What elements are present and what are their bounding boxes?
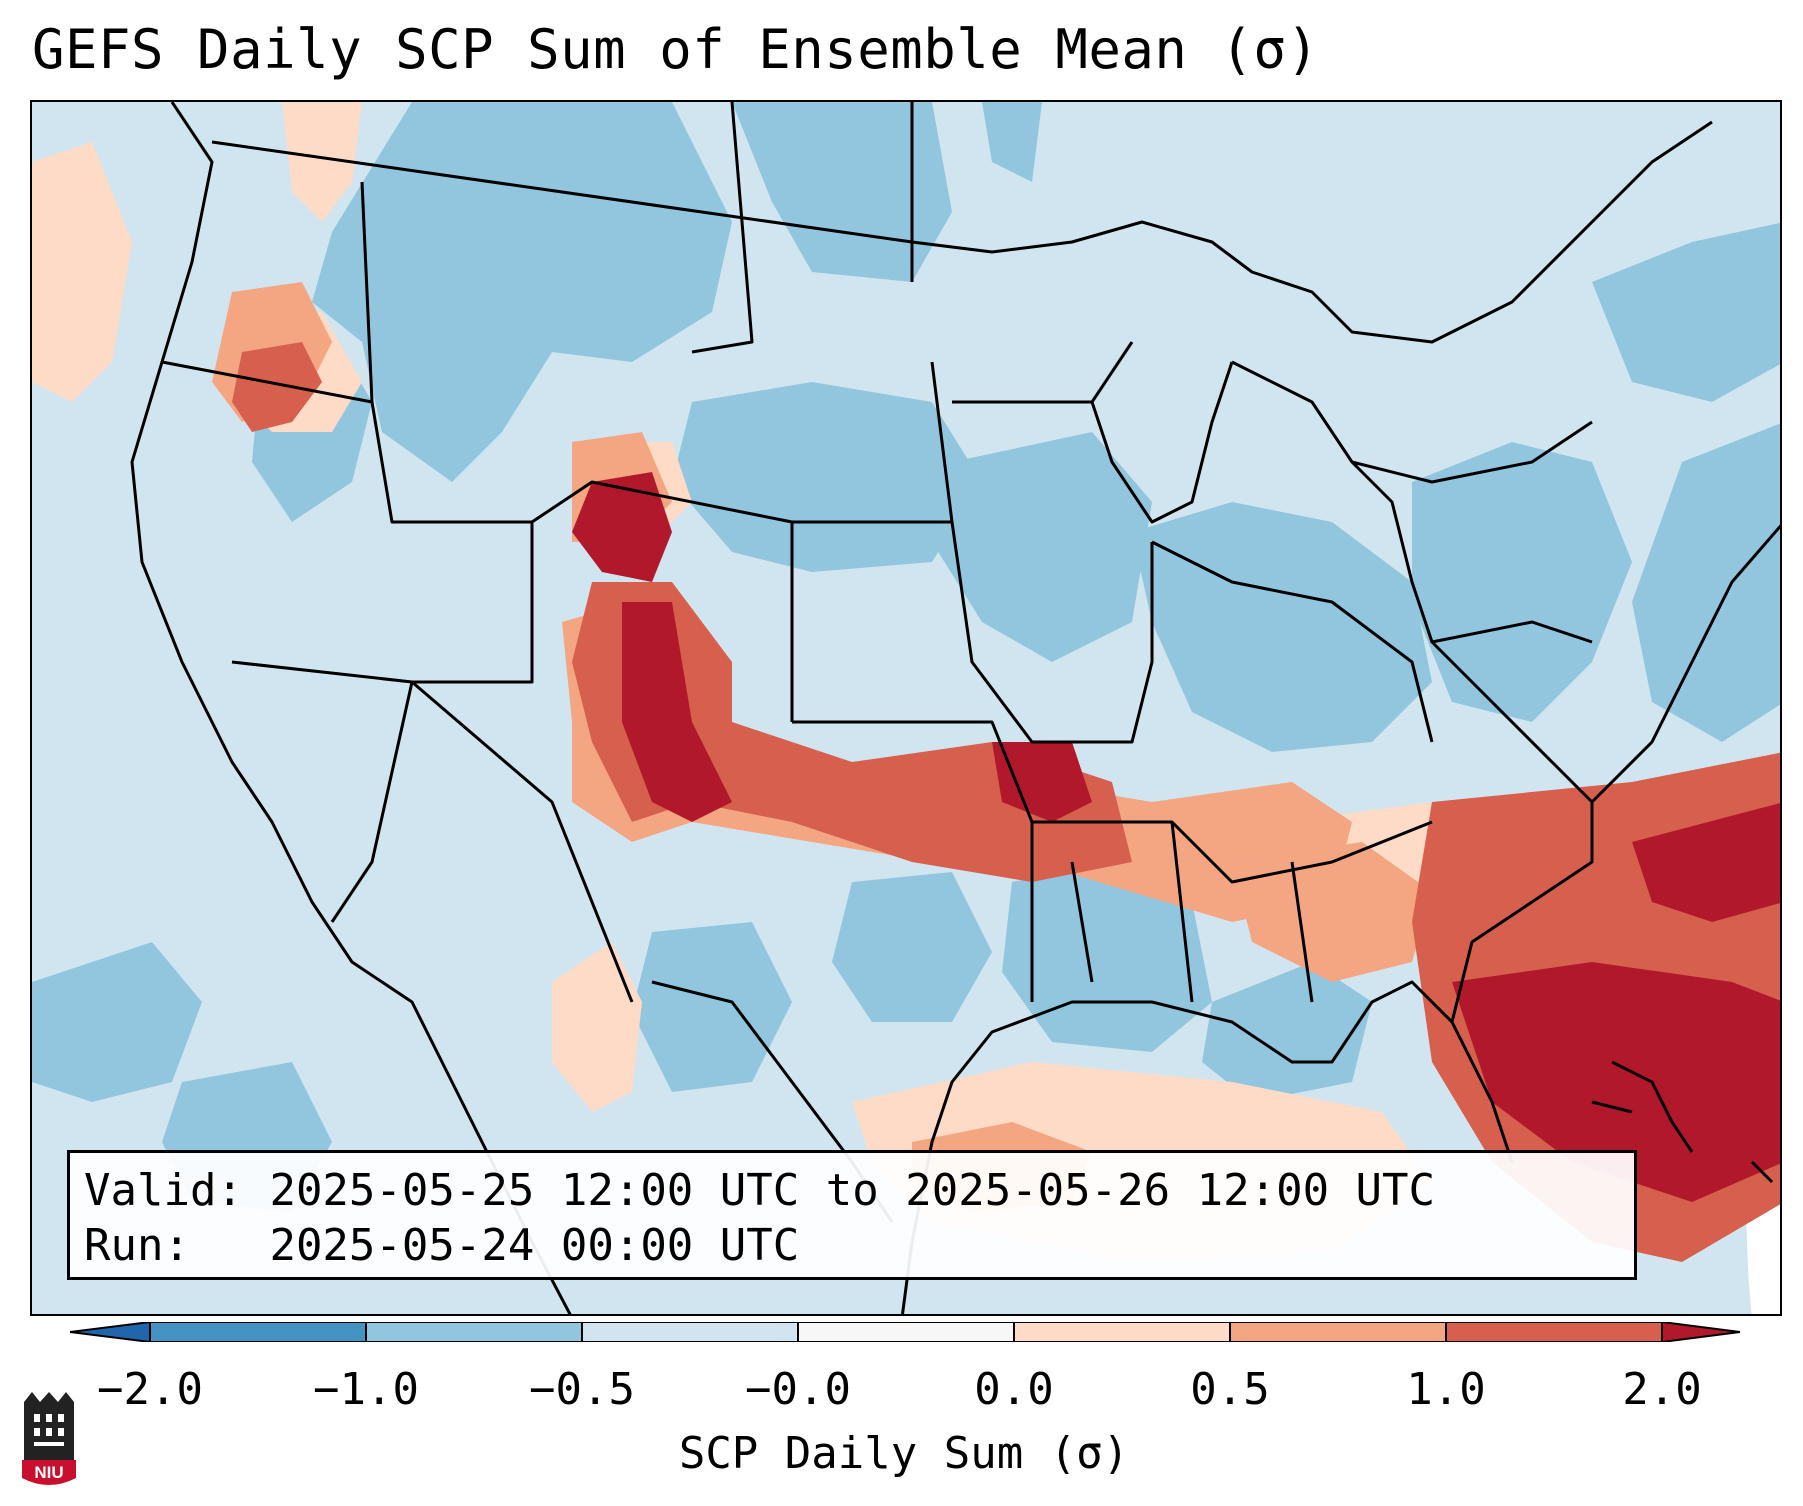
valid-label: Valid: — [84, 1165, 243, 1216]
colorbar-tick-label: 2.0 — [1622, 1364, 1702, 1415]
colorbar-label: SCP Daily Sum (σ) — [678, 1428, 1130, 1479]
map-canvas — [32, 102, 1780, 1314]
run-time: 2025-05-24 00:00 UTC — [269, 1220, 800, 1271]
colorbar-tick-label: −2.0 — [97, 1364, 203, 1415]
chart-title: GEFS Daily SCP Sum of Ensemble Mean (σ) — [32, 18, 1320, 81]
map-borders — [130, 102, 1780, 1314]
run-label: Run: — [84, 1220, 190, 1271]
colorbar-tick-label: 0.5 — [1190, 1364, 1270, 1415]
colorbar-bin-4 — [798, 1322, 1014, 1342]
niu-logo-icon: NIU — [22, 1392, 76, 1485]
map-panel — [30, 100, 1782, 1316]
colorbar-bin-7 — [1446, 1322, 1662, 1342]
colorbar-tick-label: 0.0 — [974, 1364, 1054, 1415]
colorbar-bin-3 — [582, 1322, 798, 1342]
colorbar-over-arrow — [1662, 1322, 1740, 1342]
colorbar-bin-5 — [1014, 1322, 1230, 1342]
colorbar-bin-6 — [1230, 1322, 1446, 1342]
colorbar — [70, 1322, 1740, 1342]
colorbar-tick-label: −0.5 — [529, 1364, 635, 1415]
colorbar-tick-label: −1.0 — [313, 1364, 419, 1415]
positive-anomaly-extreme — [572, 472, 1780, 1202]
valid-range: 2025-05-25 12:00 UTC to 2025-05-26 12:00… — [269, 1165, 1436, 1216]
caribbean-islands — [1591, 1060, 1774, 1184]
colorbar-bin-2 — [366, 1322, 582, 1342]
validity-info-box: Valid: 2025-05-25 12:00 UTC to 2025-05-2… — [67, 1150, 1637, 1280]
colorbar-tick-label: 1.0 — [1406, 1364, 1486, 1415]
negative-anomaly-fields — [32, 102, 1780, 1212]
colorbar-bin-1 — [150, 1322, 366, 1342]
logo-text: NIU — [34, 1463, 63, 1482]
colorbar-under-arrow — [70, 1322, 150, 1342]
colorbar-tick-label: −0.0 — [745, 1364, 851, 1415]
